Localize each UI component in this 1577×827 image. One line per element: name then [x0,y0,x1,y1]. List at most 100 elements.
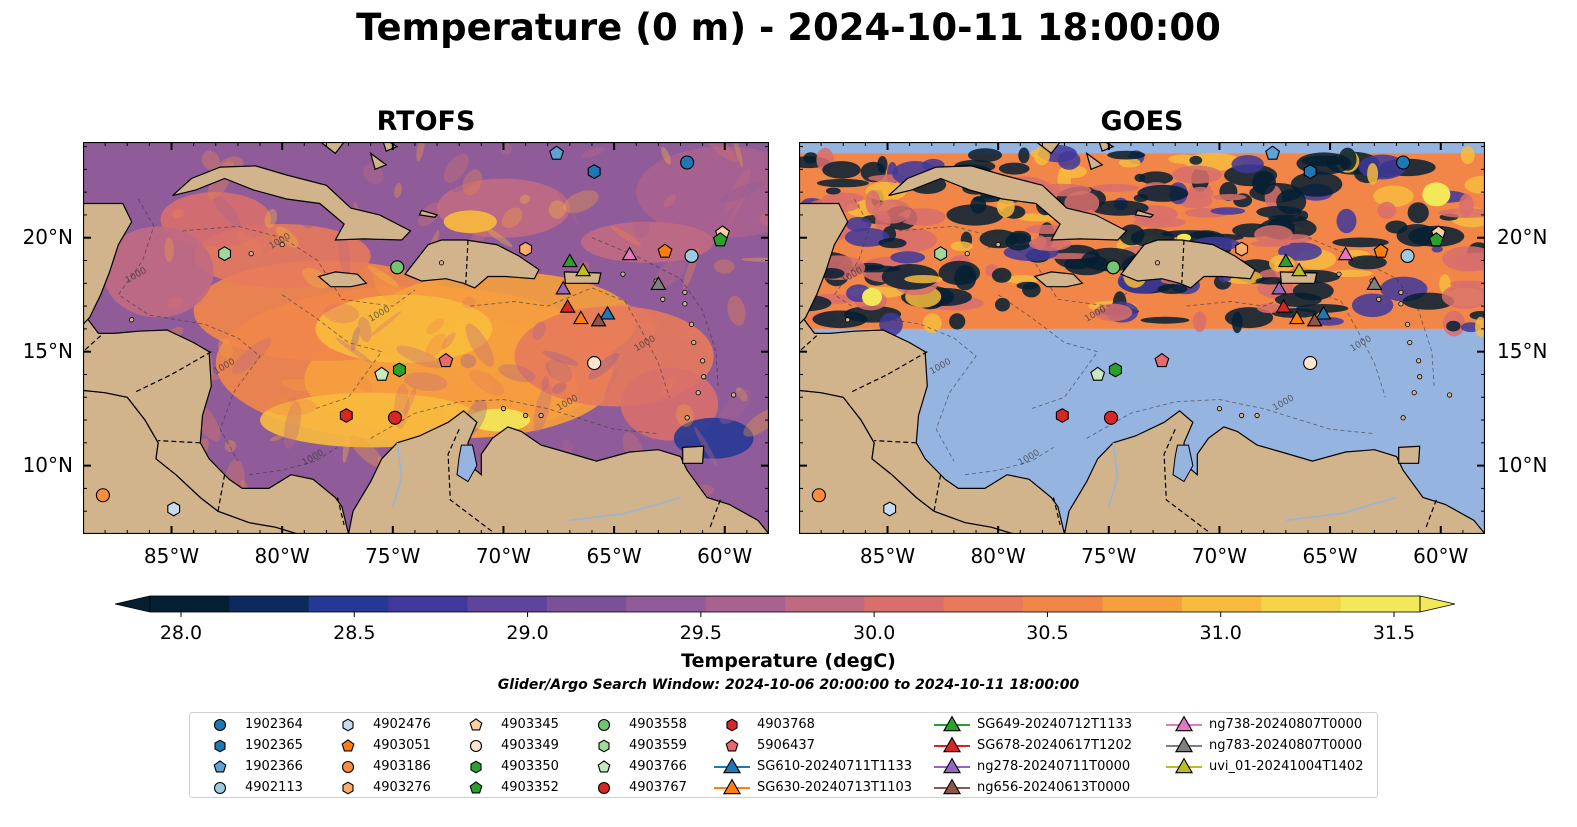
colorbar-segment [943,596,1024,612]
colorbar-segment [785,596,865,612]
legend-label: SG678-20240617T1202 [977,738,1133,753]
legend-marker-triangle-icon [934,757,970,774]
legend-label: SG630-20240713T1103 [757,780,913,795]
platform-marker-sg630-20240713t1103 [572,310,589,325]
land-bahamas4 [382,142,399,152]
platform-marker-4903559 [218,246,232,262]
colorbar-segment [308,596,389,612]
colorbar-tick-label: 30.0 [852,622,896,644]
platform-marker-4903352 [712,232,728,247]
platform-marker-sg610-20240711t1133 [599,305,616,320]
land-bahamas2 [1085,151,1104,171]
platform-marker-4902113 [1400,248,1415,264]
legend-label: ng656-20240613T0000 [977,780,1131,795]
platform-marker-5906437 [1154,352,1170,368]
platform-marker-4903186 [95,488,110,503]
platform-marker-1902365 [587,164,601,180]
legend-marker-pentagon-icon [469,718,483,731]
legend-label: 4903352 [501,780,559,795]
colorbar-tick-label: 29.0 [506,622,549,644]
legend-label: 4903559 [629,738,687,753]
lon-tick-label: 80°W [254,544,310,568]
platform-marker-sg610-20240711t1133 [1315,305,1332,320]
platform-marker-1902366 [1265,145,1281,160]
lon-tick-label: 85°W [859,544,916,568]
colorbar-segment [705,596,786,612]
land-jamaica [1033,271,1084,288]
platform-marker-4903766 [1090,366,1106,381]
legend-marker-circle-icon [213,718,227,732]
land-hispaniola [404,239,540,289]
legend-label: ng783-20240807T0000 [1209,738,1363,753]
legend-label: 4903767 [629,780,687,795]
platform-marker-ng278-20240711t0000 [555,280,572,295]
lon-tick-label: 80°W [970,544,1026,568]
platform-marker-1902366 [549,145,565,160]
legend-marker-triangle-icon [1166,757,1202,774]
platform-marker-4903051 [657,243,673,258]
colorbar-tick-label: 28.5 [333,622,376,644]
platform-marker-ng278-20240711t0000 [1271,280,1288,295]
lon-tick-label: 60°W [1413,544,1469,568]
legend-marker-hexagon-icon [342,781,354,795]
colorbar-segment [626,596,707,612]
panel-title-goes: GOES [1100,106,1184,137]
platform-marker-uvi_01-20241004t1402 [1291,262,1308,277]
legend-label: 4903051 [373,738,431,753]
land-bahamas4 [1098,142,1115,152]
platform-marker-4903350 [392,362,406,378]
search-window-caption: Glider/Argo Search Window: 2024-10-06 20… [497,677,1080,693]
land-southam [1063,410,1485,534]
platform-marker-1902364 [1396,155,1411,170]
platform-marker-4903768 [339,408,353,423]
platform-marker-4903276 [1235,241,1249,257]
platform-marker-4903186 [811,488,826,503]
colorbar-segment [1181,596,1262,612]
platform-marker-4903352 [1428,232,1444,247]
legend-marker-hexagon-icon [470,760,482,774]
figure-title: Temperature (0 m) - 2024-10-11 18:00:00 [356,6,1221,49]
platform-marker-4903766 [374,366,390,381]
legend-marker-hexagon-icon [726,718,738,732]
legend-label: 4903345 [501,717,559,732]
land-jamaica [317,271,368,288]
legend-label: 4903350 [501,759,559,774]
platform-marker-ng783-20240807t0000 [1366,276,1383,290]
lat-tick-label: 20°N [22,224,73,249]
lat-tick-label: 15°N [1497,338,1548,363]
colorbar-segment [388,596,469,612]
land-southam [347,410,769,534]
legend-marker-triangle-icon [934,736,970,753]
land-central_n [83,311,350,534]
platform-marker-sg649-20240712t1133 [561,253,578,268]
land-bahamas2 [369,151,388,171]
legend-marker-pentagon-icon [213,760,227,773]
platform-marker-4902113 [684,248,699,264]
legend-marker-triangle-icon [1166,736,1202,753]
legend-marker-circle-icon [341,760,355,774]
legend-label: 1902364 [245,717,303,732]
lat-tick-label: 10°N [1497,452,1548,477]
colorbar-segment [1261,596,1342,612]
platform-marker-4903767 [387,410,403,425]
colorbar-segment [229,596,310,612]
legend-marker-circle-icon [213,781,227,795]
platform-marker-sg678-20240617t1202 [559,298,576,313]
legend-marker-triangle-icon [934,715,970,732]
land-cuba [172,165,412,241]
platform-marker-sg649-20240712t1133 [1277,253,1294,268]
legend-label: uvi_01-20241004T1402 [1209,759,1364,774]
platform-marker-4902476 [883,501,897,517]
lon-tick-label: 60°W [697,544,753,568]
legend-label: 4903186 [373,759,431,774]
legend-marker-triangle-icon [714,778,750,795]
platform-marker-4903051 [1373,243,1389,258]
legend-label: 4903768 [757,717,815,732]
legend-label: 4902113 [245,780,303,795]
platform-marker-5906437 [438,352,454,368]
land-trinidad [682,445,705,464]
lat-tick-label: 20°N [1497,224,1548,249]
legend-marker-hexagon-icon [342,718,354,732]
legend-marker-circle-icon [597,781,611,795]
